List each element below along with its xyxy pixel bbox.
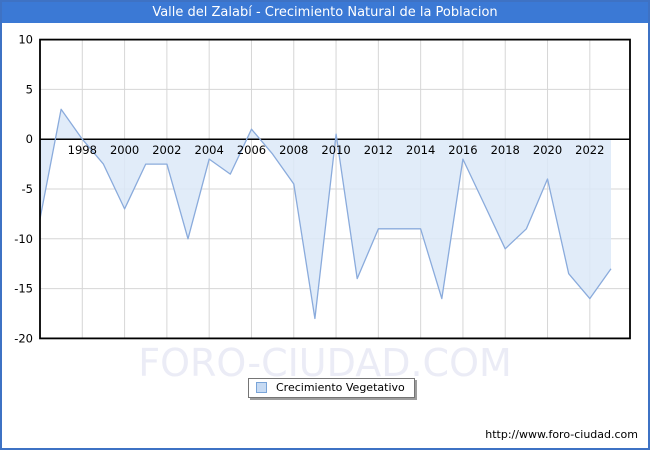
y-axis-tick-label: -15	[14, 282, 33, 296]
y-axis-tick-label: 0	[26, 132, 33, 146]
x-axis-tick-label: 2016	[448, 143, 477, 157]
y-axis-tick-label: -5	[22, 182, 33, 196]
legend-label: Crecimiento Vegetativo	[276, 381, 405, 394]
legend[interactable]: Crecimiento Vegetativo	[248, 378, 415, 398]
y-axis-tick-label: -10	[14, 232, 33, 246]
x-axis-tick-label: 2022	[575, 143, 604, 157]
y-axis-tick-label: 5	[26, 82, 33, 96]
footer-url: http://www.foro-ciudad.com	[485, 428, 638, 441]
x-axis-tick-label: 2008	[279, 143, 308, 157]
y-axis-tick-label: -20	[14, 331, 33, 345]
series-line	[39, 108, 612, 320]
y-axis-tick-label: 10	[18, 33, 33, 47]
x-axis-tick-label: 2004	[195, 143, 224, 157]
x-axis-tick-label: 2000	[110, 143, 139, 157]
x-axis-tick-label: 2012	[364, 143, 393, 157]
x-axis-tick-label: 2006	[237, 143, 266, 157]
x-axis-tick-label: 1998	[68, 143, 97, 157]
x-axis-tick-label: 2002	[152, 143, 181, 157]
title-bar: Valle del Zalabí - Crecimiento Natural d…	[2, 2, 648, 23]
legend-swatch-icon	[256, 382, 267, 393]
x-axis-tick-label: 2010	[321, 143, 350, 157]
series-area	[40, 109, 611, 319]
x-axis-tick-label: 2014	[406, 143, 435, 157]
plot-border	[39, 38, 631, 340]
x-axis-tick-label: 2018	[491, 143, 520, 157]
x-axis-tick-label: 2020	[533, 143, 562, 157]
chart-title: Valle del Zalabí - Crecimiento Natural d…	[152, 5, 498, 20]
